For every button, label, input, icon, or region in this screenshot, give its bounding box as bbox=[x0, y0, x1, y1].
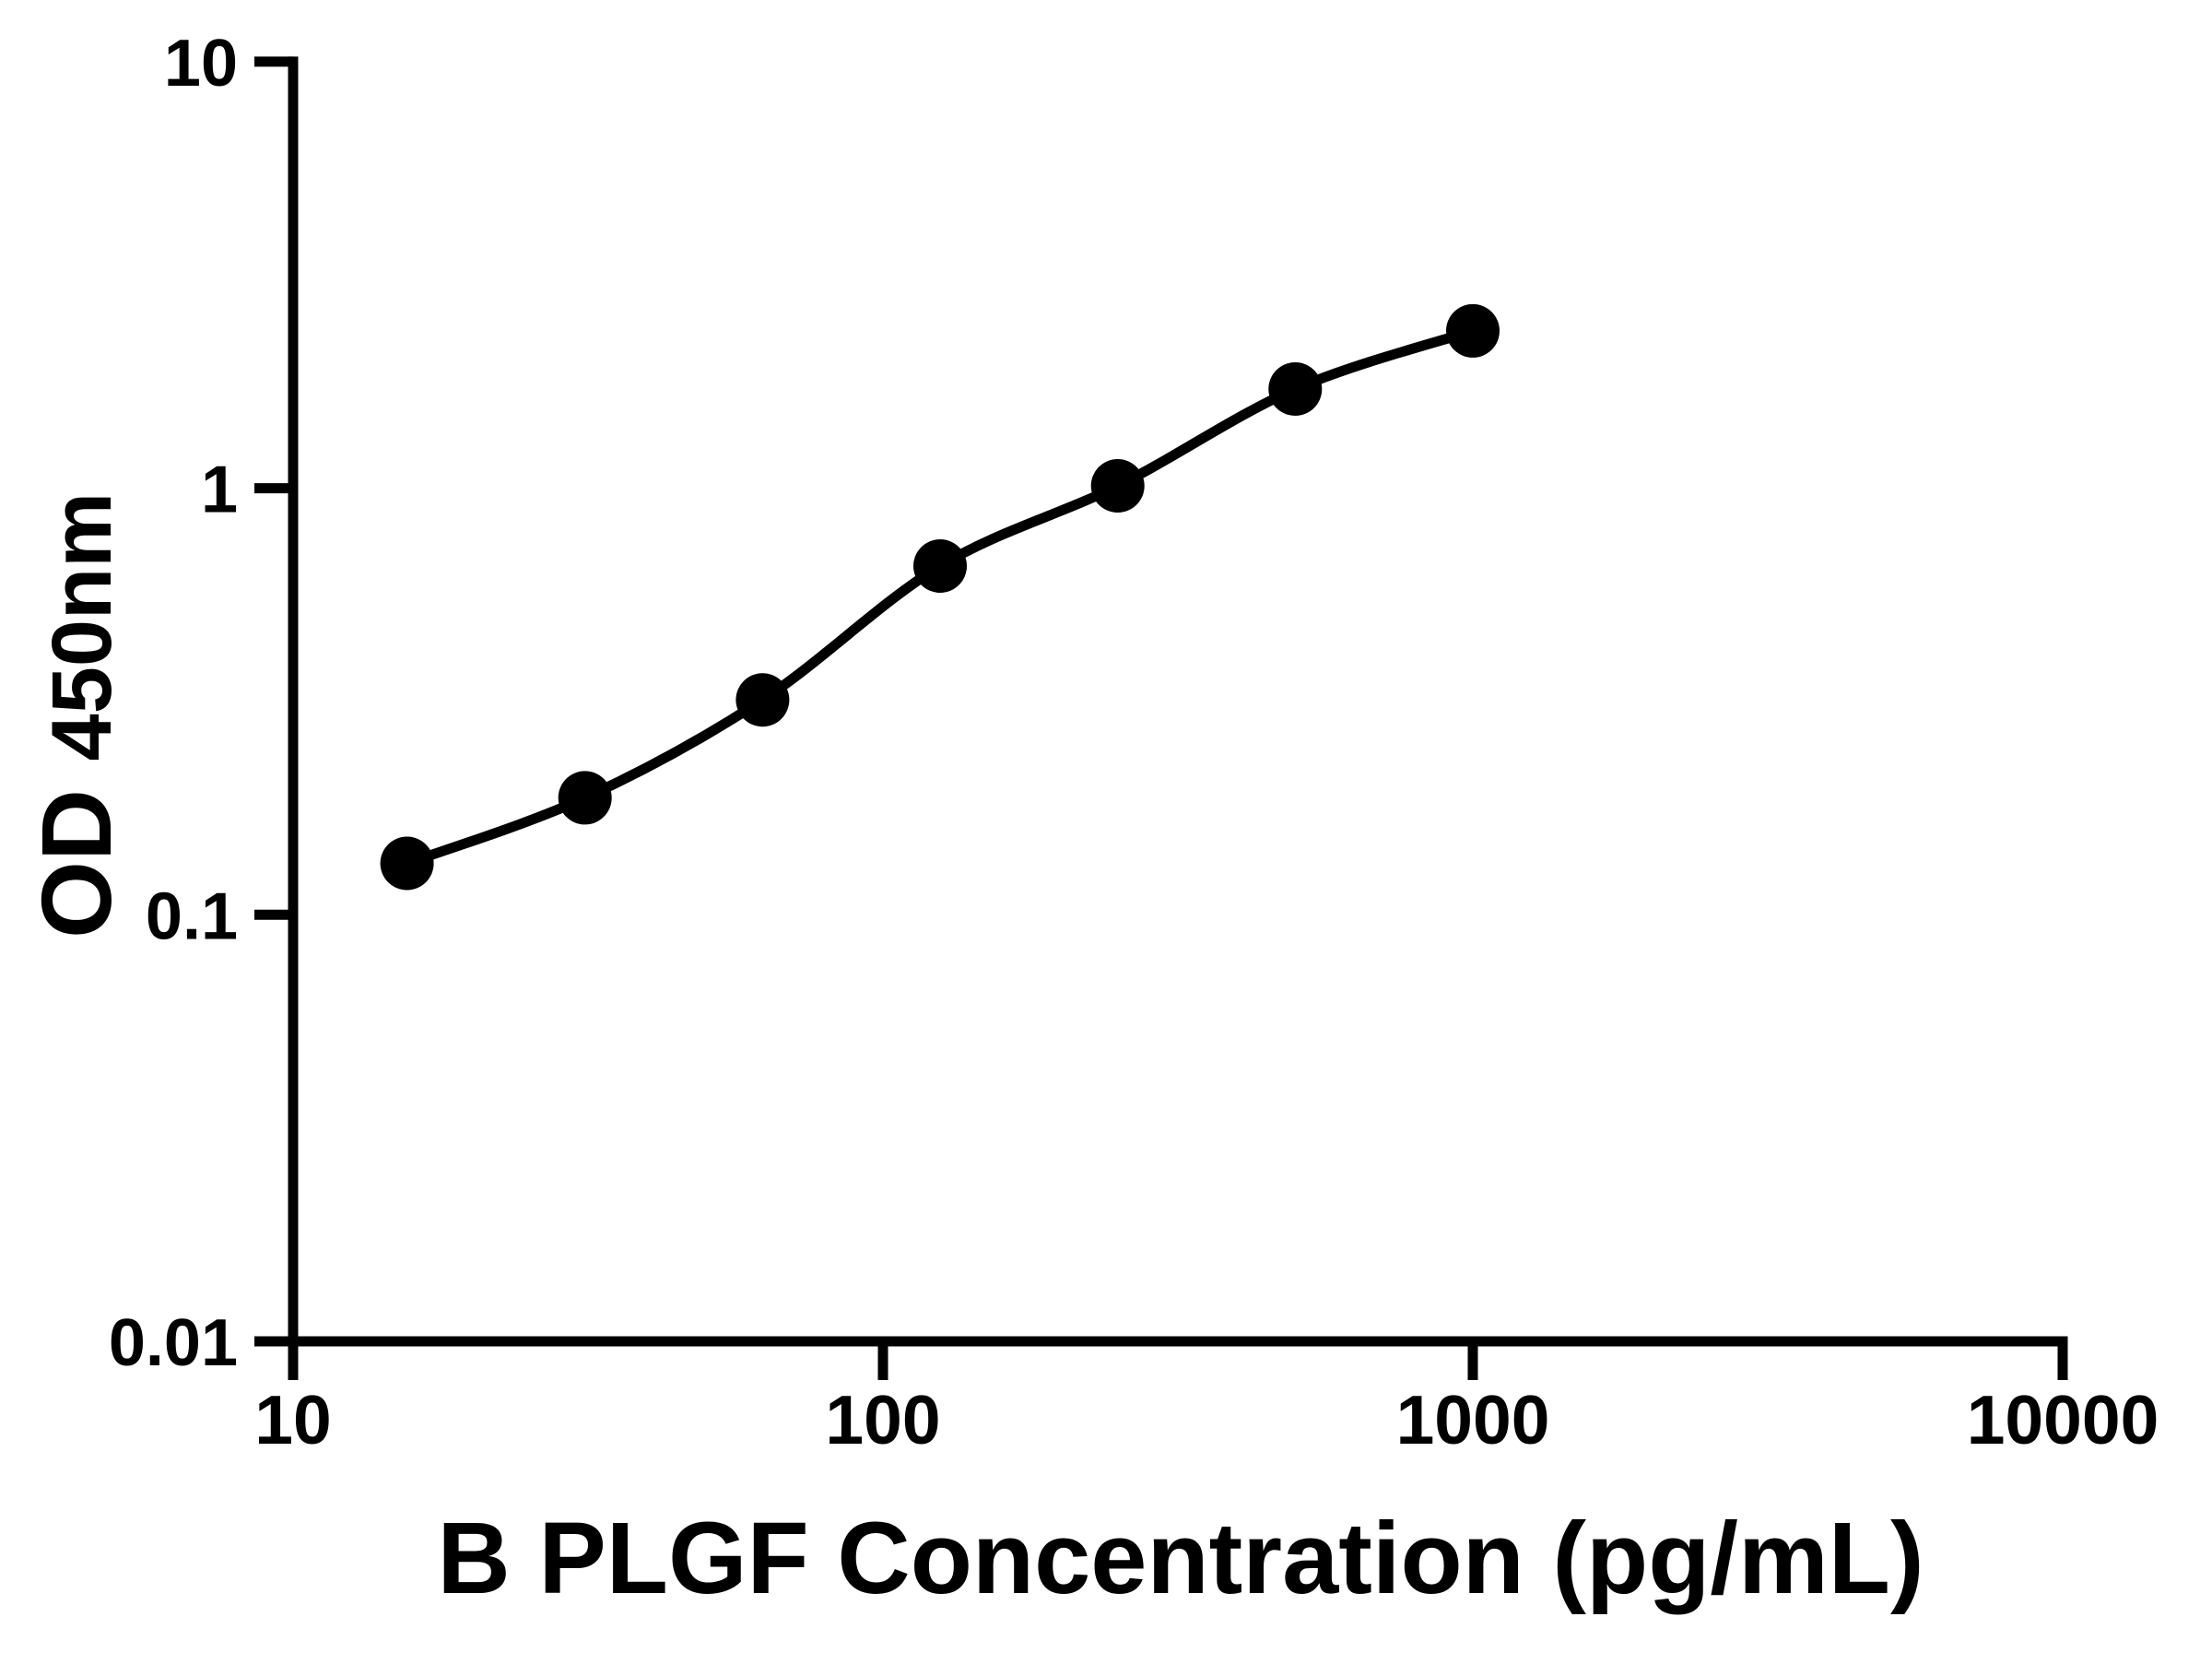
x-axis: 10 100 1000 10000 bbox=[254, 1336, 2159, 1458]
x-ticks bbox=[288, 1341, 2068, 1380]
data-points bbox=[380, 303, 1500, 891]
data-point-15.6 bbox=[380, 836, 434, 891]
y-tick-label-0.01: 0.01 bbox=[109, 1306, 238, 1380]
x-axis-title: B PLGF Concentration (pg/mL) bbox=[437, 1502, 1924, 1615]
y-tick-label-0.1: 0.1 bbox=[146, 879, 238, 953]
x-tick-label-1000: 1000 bbox=[1396, 1381, 1550, 1458]
y-axis-title-subscript: 450nm bbox=[35, 492, 129, 761]
x-tick-label-10000: 10000 bbox=[1967, 1381, 2159, 1458]
x-tick-label-100: 100 bbox=[825, 1381, 940, 1458]
y-axis-title-main: OD bbox=[20, 789, 132, 938]
data-point-250 bbox=[1090, 459, 1145, 513]
data-point-31.25 bbox=[558, 771, 612, 825]
data-point-500 bbox=[1268, 362, 1323, 416]
x-tick-label-10: 10 bbox=[254, 1381, 331, 1458]
y-tick-label-1: 1 bbox=[201, 454, 238, 527]
y-tick-labels: 0.01 0.1 1 10 bbox=[109, 27, 238, 1380]
data-point-1000 bbox=[1446, 303, 1500, 358]
x-tick-labels: 10 100 1000 10000 bbox=[254, 1381, 2159, 1458]
data-point-62.5 bbox=[735, 673, 790, 727]
y-axis-title: OD 450nm bbox=[19, 492, 133, 938]
data-point-125 bbox=[913, 539, 967, 593]
y-tick-label-10: 10 bbox=[164, 27, 238, 100]
y-ticks bbox=[254, 56, 293, 1347]
y-axis: 0.01 0.1 1 10 bbox=[109, 27, 299, 1380]
